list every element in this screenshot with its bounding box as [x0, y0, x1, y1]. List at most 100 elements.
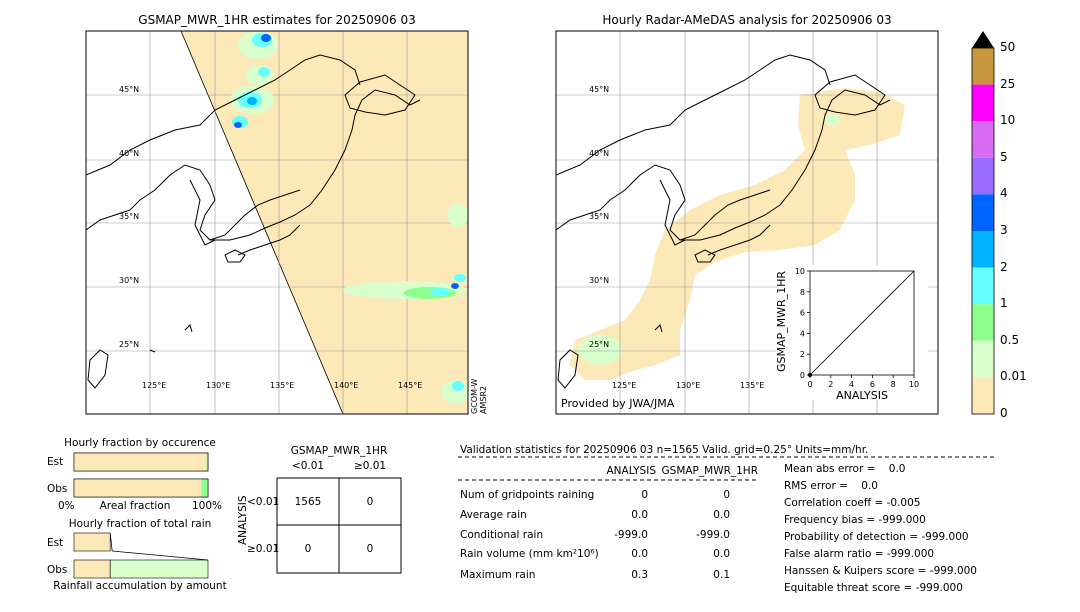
contingency-row-header: ≥0.01: [247, 543, 280, 555]
scatter-y-tick-label: 8: [800, 288, 805, 297]
right-lon-label: 135°E: [740, 381, 765, 390]
score-line: Correlation coeff = -0.005: [784, 497, 921, 509]
rain-fraction-est-label: Est: [47, 537, 64, 549]
colorbar-segment: [972, 48, 994, 85]
validation-value: 0.0: [631, 548, 648, 560]
occurrence-bar-border: [73, 452, 209, 472]
validation-col-header: ANALYSIS: [606, 465, 656, 477]
scatter-y-tick-label: 2: [800, 350, 805, 359]
left-lat-label: 35°N: [119, 212, 140, 221]
colorbar-label: 0: [1000, 406, 1008, 420]
scatter-reference-line: [809, 270, 915, 376]
contingency-col-header: ≥0.01: [353, 460, 387, 472]
scatter-x-tick-label: 4: [849, 380, 854, 389]
validation-col-header: GSMAP_MWR_1HR: [661, 465, 758, 477]
colorbar-segment: [972, 231, 994, 268]
contingency-title: GSMAP_MWR_1HR: [290, 445, 388, 457]
colorbar-segment: [972, 157, 994, 195]
rain-fraction-bar-remainder: [109, 559, 209, 579]
left-lat-label: 30°N: [119, 276, 140, 285]
score-line: Probability of detection = -999.000: [784, 531, 969, 543]
colorbar-label: 1: [1000, 296, 1008, 311]
left-coastlines: [86, 54, 421, 389]
scatter-xlabel: ANALYSIS: [836, 389, 888, 402]
colorbar-segment: [972, 194, 994, 231]
right-lon-label: 130°E: [676, 381, 701, 390]
colorbar-label: 5: [1000, 149, 1008, 164]
left-lon-label: 140°E: [334, 381, 359, 390]
colorbar-label: 10: [1000, 113, 1016, 128]
colorbar-label: 0.5: [1000, 332, 1020, 347]
rain-fraction-connector: [109, 532, 113, 552]
left-lat-label: 45°N: [119, 85, 140, 94]
scatter-y-tick-label: 10: [795, 267, 805, 276]
colorbar-segment: [972, 340, 994, 378]
validation-row-label: Average rain: [460, 509, 527, 521]
left-lon-label: 135°E: [270, 381, 295, 390]
validation-value: -999.0: [696, 529, 730, 541]
right-lon-label: 125°E: [612, 381, 637, 390]
colorbar-segment: [972, 121, 994, 158]
score-line: Frequency bias = -999.000: [784, 514, 926, 526]
colorbar-extend-arrow: [972, 31, 994, 48]
contingency-cell: 0: [366, 496, 374, 508]
left-map-title: GSMAP_MWR_1HR estimates for 20250906 03: [138, 13, 416, 27]
colorbar-label: 25: [1000, 76, 1016, 91]
validation-value: -999.0: [614, 529, 648, 541]
score-line: Mean abs error = 0.0: [784, 463, 906, 475]
colorbar-segment: [972, 267, 994, 305]
validation-value: 0.0: [713, 509, 730, 521]
colorbar-label: 4: [1000, 186, 1008, 201]
contingency-cell: 1565: [294, 496, 322, 508]
scatter-x-tick-label: 10: [909, 380, 919, 389]
validation-row-label: Rain volume (mm km²10⁶): [460, 548, 599, 560]
right-lat-label: 30°N: [589, 276, 610, 285]
occurrence-bar-remainder: [206, 453, 208, 471]
occurrence-title: Hourly fraction by occurence: [64, 437, 216, 449]
occurrence-est-label: Est: [47, 456, 64, 468]
radar-rain-patch: [824, 114, 840, 126]
occurrence-bar: [74, 479, 202, 497]
rain-fraction-bar: [73, 532, 111, 552]
contingency-cell: 0: [304, 543, 312, 555]
occurrence-bar-remainder: [201, 479, 208, 497]
right-map-title: Hourly Radar-AMeDAS analysis for 2025090…: [602, 13, 892, 27]
left-swath-area: [181, 31, 468, 414]
left-map-grid: [86, 31, 468, 414]
left-lat-label: 25°N: [119, 340, 140, 349]
score-line: False alarm ratio = -999.000: [784, 548, 935, 560]
right-coastlines: [556, 54, 891, 389]
scatter-y-tick-label: 6: [800, 309, 805, 318]
colorbar-segment: [972, 84, 994, 122]
left-lon-label: 130°E: [206, 381, 231, 390]
colorbar-label: 2: [1000, 259, 1008, 274]
scatter-x-tick-label: 2: [828, 380, 833, 389]
contingency-cell: 0: [366, 543, 374, 555]
contingency-col-header: <0.01: [291, 460, 325, 472]
validation-value: 0.0: [713, 548, 730, 560]
left-lon-label: 125°E: [142, 381, 167, 390]
validation-value: 0.0: [631, 509, 648, 521]
validation-row-label: Conditional rain: [460, 529, 544, 541]
data-credit: Provided by JWA/JMA: [561, 397, 675, 410]
contingency-row-header: <0.01: [247, 496, 280, 508]
validation-header: Validation statistics for 20250906 03 n=…: [460, 444, 869, 456]
validation-row-label: Num of gridpoints raining: [460, 489, 595, 501]
scatter-x-tick-label: 0: [807, 380, 812, 389]
colorbar-label: 3: [1000, 223, 1008, 237]
scatter-y-tick-label: 4: [800, 329, 805, 338]
colorbar-label: 50: [1000, 40, 1016, 54]
occurrence-tick-100: 100%: [192, 500, 223, 512]
occurrence-bar-border: [73, 478, 209, 498]
score-line: Hanssen & Kuipers score = -999.000: [784, 565, 977, 577]
left-lat-label: 40°N: [119, 149, 140, 158]
rain-fraction-title: Hourly fraction of total rain: [68, 518, 212, 530]
right-lat-label: 40°N: [589, 149, 610, 158]
colorbar-label: 0.01: [1000, 369, 1027, 384]
